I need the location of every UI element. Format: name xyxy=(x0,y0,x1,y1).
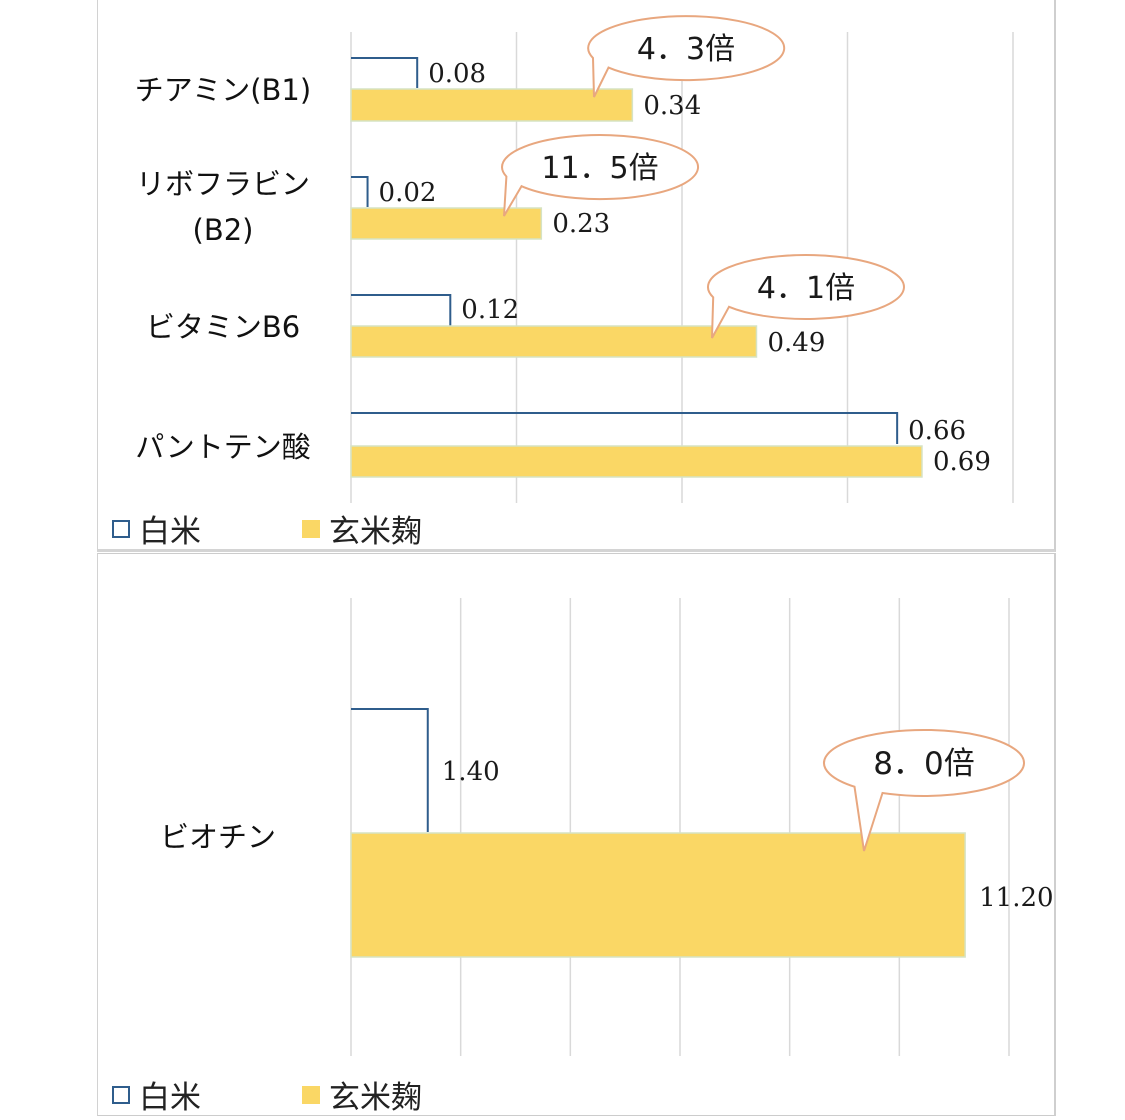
white-rice-value-label: 0.02 xyxy=(379,178,437,208)
category-label: ビオチン xyxy=(160,820,276,854)
white-rice-value-label: 0.08 xyxy=(428,59,486,89)
chart-panel-bottom: 1.40 11.20 ビオチン 8．0倍 白米 玄米麹 xyxy=(97,553,1056,1116)
legend-swatch-brown-rice-koji-2 xyxy=(302,1085,320,1104)
chart-bottom-svg: 1.40 11.20 ビオチン 8．0倍 xyxy=(160,598,1054,1056)
legend-brown-rice-koji: 玄米麹 xyxy=(302,506,422,551)
brown-rice-koji-value-label: 0.49 xyxy=(767,328,825,358)
callout-text: 8．0倍 xyxy=(873,746,974,782)
legend-white-rice-2: 白米 xyxy=(112,1072,201,1117)
white-rice-value-label: 0.12 xyxy=(461,295,519,325)
category-label: ビタミンB6 xyxy=(146,310,300,344)
white-rice-bar xyxy=(351,57,419,88)
legend-brown-rice-koji-2: 玄米麹 xyxy=(302,1072,422,1117)
legend-label-brown-rice-koji-2: 玄米麹 xyxy=(329,1080,422,1116)
white-rice-bar xyxy=(351,412,899,444)
callout-text: 11．5倍 xyxy=(541,151,658,186)
category-label: パントテン酸 xyxy=(135,430,310,464)
white-rice-value-label: 1.40 xyxy=(442,757,500,787)
callout-text: 4．3倍 xyxy=(637,32,735,67)
legend-label-white-rice-2: 白米 xyxy=(139,1080,201,1116)
callout-text: 4．1倍 xyxy=(757,271,855,306)
brown-rice-koji-value-label: 0.34 xyxy=(643,91,701,121)
callout-bubble xyxy=(706,254,905,339)
brown-rice-koji-bar xyxy=(350,445,923,478)
white-rice-value-label: 0.66 xyxy=(908,416,966,446)
legend-swatch-white-rice-2 xyxy=(112,1085,130,1104)
brown-rice-koji-bar xyxy=(350,88,634,122)
category-label: (B2) xyxy=(193,213,254,247)
callout-bubble xyxy=(823,728,1026,852)
white-rice-bar xyxy=(351,294,452,326)
legend-swatch-brown-rice-koji xyxy=(302,519,320,538)
callout-bubble xyxy=(501,134,700,217)
brown-rice-koji-bar xyxy=(350,207,543,240)
brown-rice-koji-bar xyxy=(350,325,758,358)
white-rice-bar xyxy=(351,176,369,207)
brown-rice-koji-value-label: 11.20 xyxy=(979,883,1053,913)
brown-rice-koji-value-label: 0.23 xyxy=(552,209,610,239)
chart-panel-top: 0.08 0.34 チアミン(B1) 4．3倍 0.02 0.23 リボフラビン (B2) 11… xyxy=(97,0,1056,552)
category-label: チアミン(B1) xyxy=(135,73,311,107)
category-label: リボフラビン xyxy=(136,167,310,201)
legend-swatch-white-rice xyxy=(112,519,130,538)
legend-label-brown-rice-koji: 玄米麹 xyxy=(329,514,422,550)
callout-bubble xyxy=(587,15,786,98)
chart-top-svg: 0.08 0.34 チアミン(B1) 4．3倍 0.02 0.23 リボフラビン (B2) 11… xyxy=(135,15,1014,503)
brown-rice-koji-bar xyxy=(350,832,966,958)
brown-rice-koji-value-label: 0.69 xyxy=(933,447,991,477)
legend-white-rice: 白米 xyxy=(112,506,201,551)
legend-label-white-rice: 白米 xyxy=(139,514,201,550)
white-rice-bar xyxy=(351,708,429,832)
